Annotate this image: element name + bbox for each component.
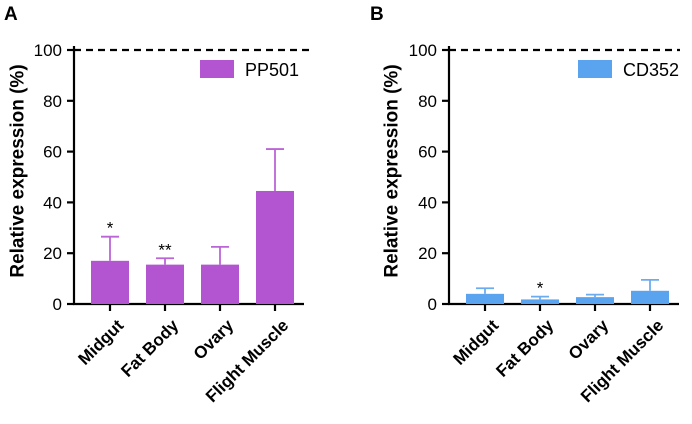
y-tick-label: 60 [43, 143, 62, 162]
y-tick-label: 60 [418, 143, 437, 162]
bar [201, 264, 239, 304]
chart-b: 0 20 40 60 80 100 Relative expression (%) Midgu… [382, 41, 680, 406]
panel-b-label: B [370, 4, 384, 25]
legend-swatch [200, 60, 234, 78]
significance-marker: ** [158, 240, 172, 259]
panel-b: B 0 20 40 60 80 100 Relative expression (%) Mid… [370, 4, 680, 406]
y-axis-title: Relative expression (%) [8, 64, 29, 277]
bar [576, 297, 614, 304]
chart-a: 0 20 40 60 80 100 Relative expression (%) * Midg… [8, 41, 312, 406]
x-category-label: Ovary [190, 315, 238, 363]
bar [521, 299, 559, 304]
y-tick-label: 100 [34, 41, 62, 60]
significance-marker: * [107, 219, 114, 238]
x-category-label: Midgut [449, 316, 502, 369]
y-tick-label: 80 [43, 92, 62, 111]
y-axis-title: Relative expression (%) [382, 64, 403, 277]
significance-marker: * [537, 279, 544, 298]
bar [91, 260, 129, 304]
y-tick-label: 40 [43, 193, 62, 212]
bar [631, 290, 669, 304]
x-category-label: Fat Body [492, 316, 557, 381]
y-tick-label: 0 [428, 295, 437, 314]
bar [256, 190, 294, 304]
panel-a: A 0 20 40 60 80 100 Relative expression (%) * Mi… [4, 4, 312, 406]
x-category-label: Ovary [565, 315, 613, 363]
x-category-label: Midgut [74, 316, 127, 369]
y-tick-label: 20 [418, 244, 437, 263]
y-tick-label: 100 [409, 41, 437, 60]
y-tick-label: 40 [418, 193, 437, 212]
legend-label: CD352 [623, 60, 679, 80]
y-tick-label: 80 [418, 92, 437, 111]
panel-a-label: A [4, 4, 18, 25]
y-tick-label: 0 [53, 295, 62, 314]
bar [466, 293, 504, 304]
bar [146, 264, 184, 304]
legend-swatch [578, 60, 612, 78]
x-category-label: Fat Body [117, 316, 182, 381]
legend-label: PP501 [245, 60, 299, 80]
y-tick-label: 20 [43, 244, 62, 263]
